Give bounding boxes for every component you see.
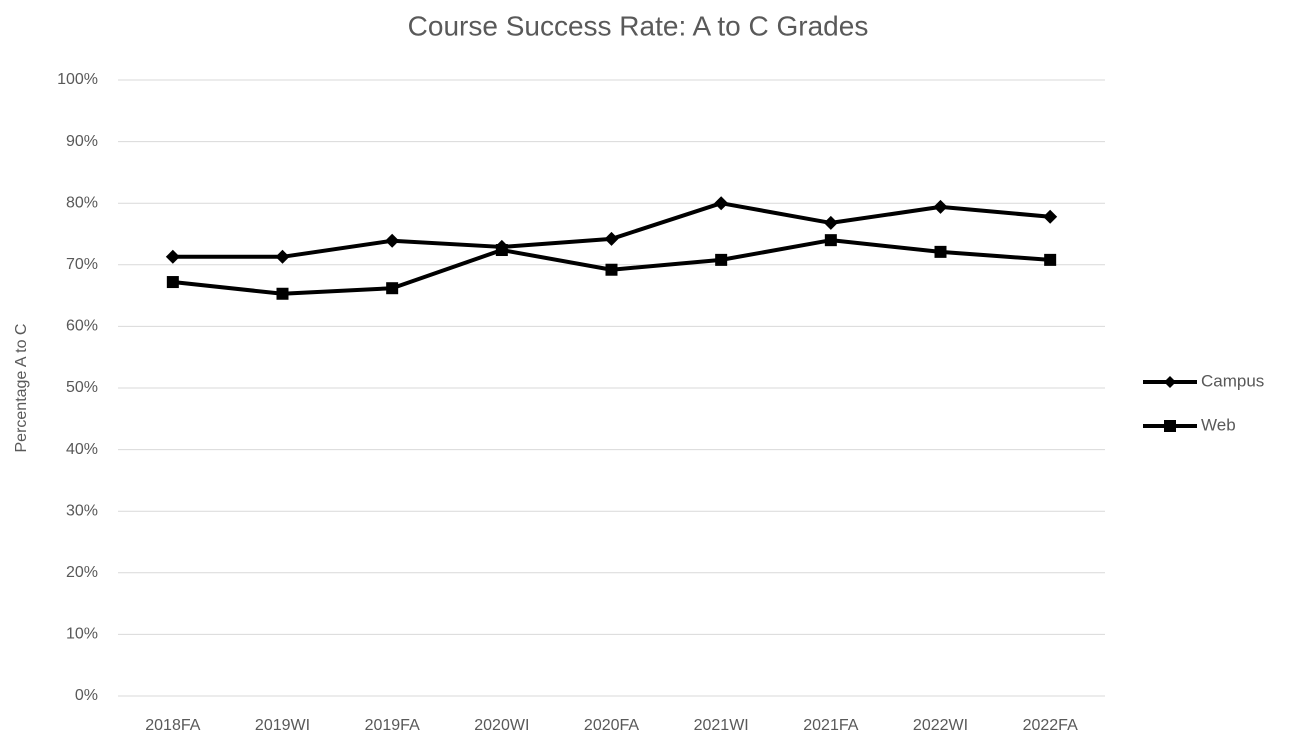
x-tick-label: 2020FA: [584, 717, 639, 734]
marker: [933, 199, 948, 214]
legend-label: Web: [1201, 415, 1236, 434]
y-tick-label: 30%: [66, 502, 98, 519]
marker: [605, 263, 618, 276]
y-tick-label: 10%: [66, 626, 98, 643]
y-axis-label: Percentage A to C: [13, 324, 30, 453]
y-tick-label: 40%: [66, 441, 98, 458]
marker: [165, 249, 180, 264]
y-tick-label: 100%: [57, 71, 98, 88]
y-tick-label: 90%: [66, 133, 98, 150]
marker: [275, 249, 290, 264]
marker: [385, 233, 400, 248]
y-tick-label: 0%: [75, 687, 98, 704]
legend-label: Campus: [1201, 371, 1264, 390]
y-tick-label: 80%: [66, 194, 98, 211]
x-tick-label: 2019WI: [255, 717, 310, 734]
marker: [495, 244, 508, 257]
x-tick-label: 2022WI: [913, 717, 968, 734]
marker: [824, 234, 837, 247]
x-tick-label: 2019FA: [365, 717, 420, 734]
legend-marker: [1164, 420, 1176, 432]
marker: [934, 245, 947, 258]
x-tick-label: 2021FA: [803, 717, 858, 734]
marker: [386, 282, 399, 295]
marker: [823, 215, 838, 230]
marker: [166, 276, 179, 289]
marker: [1043, 209, 1058, 224]
marker: [1044, 253, 1057, 266]
marker: [276, 287, 289, 300]
marker: [714, 196, 729, 211]
x-tick-label: 2020WI: [474, 717, 529, 734]
x-tick-label: 2018FA: [145, 717, 200, 734]
chart-title: Course Success Rate: A to C Grades: [408, 10, 869, 41]
y-tick-label: 20%: [66, 564, 98, 581]
x-tick-label: 2021WI: [694, 717, 749, 734]
legend-marker: [1164, 376, 1176, 388]
marker: [604, 231, 619, 246]
y-tick-label: 50%: [66, 379, 98, 396]
marker: [715, 253, 728, 266]
y-tick-label: 70%: [66, 256, 98, 273]
y-tick-label: 60%: [66, 318, 98, 335]
x-tick-label: 2022FA: [1023, 717, 1078, 734]
